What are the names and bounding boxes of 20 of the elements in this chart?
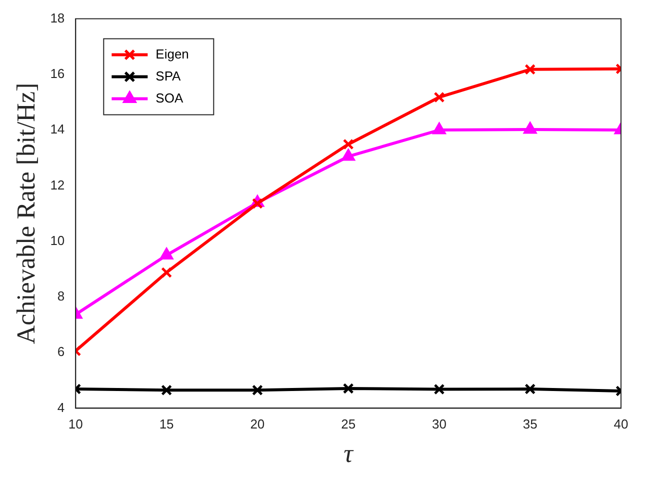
legend-label: SPA [156, 68, 182, 84]
x-tick-label: 35 [522, 416, 538, 432]
legend-label: SOA [156, 90, 184, 106]
y-tick-label: 8 [57, 288, 65, 304]
y-tick-label: 12 [50, 177, 65, 192]
y-tick-label: 10 [50, 232, 65, 248]
y-tick-label: 18 [50, 10, 65, 26]
y-tick-label: 4 [57, 400, 65, 415]
y-tick-label: 14 [50, 122, 65, 137]
x-tick-label: 25 [341, 416, 356, 432]
x-tick-label: 10 [68, 416, 83, 432]
x-tick-label: 15 [159, 416, 174, 432]
x-tick-label: 30 [432, 416, 446, 432]
legend-label: Eigen [156, 46, 189, 62]
x-tick-label: 20 [250, 416, 265, 432]
x-axis-title: τ [344, 439, 355, 468]
y-axis-title: Achievable Rate [bit/Hz] [11, 82, 40, 344]
x-tick-label: 40 [614, 416, 628, 432]
y-tick-label: 6 [57, 344, 65, 360]
y-tick-label: 16 [50, 66, 65, 82]
